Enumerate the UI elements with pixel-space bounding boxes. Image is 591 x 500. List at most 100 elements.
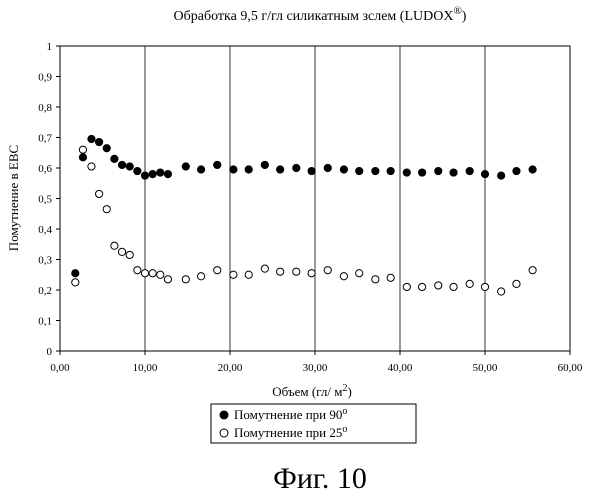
data-point-series-0 bbox=[498, 172, 505, 179]
data-point-series-1 bbox=[340, 273, 347, 280]
data-point-series-0 bbox=[261, 161, 268, 168]
data-point-series-1 bbox=[466, 280, 473, 287]
data-point-series-1 bbox=[403, 283, 410, 290]
y-tick-label: 0,4 bbox=[38, 224, 52, 236]
y-tick-label: 0,8 bbox=[38, 102, 52, 114]
data-point-series-0 bbox=[340, 166, 347, 173]
data-point-series-1 bbox=[277, 268, 284, 275]
data-point-series-0 bbox=[111, 155, 118, 162]
x-tick-labels: 0,00 10,00 20,00 30,00 40,00 50,00 60,00 bbox=[50, 362, 583, 374]
x-tick-label: 10,00 bbox=[133, 362, 158, 374]
data-point-series-0 bbox=[419, 169, 426, 176]
data-point-series-0 bbox=[214, 161, 221, 168]
data-point-series-0 bbox=[293, 164, 300, 171]
data-point-series-0 bbox=[198, 166, 205, 173]
data-point-series-0 bbox=[118, 161, 125, 168]
data-point-series-1 bbox=[88, 163, 95, 170]
data-point-series-0 bbox=[308, 167, 315, 174]
y-tick-label: 0,9 bbox=[38, 72, 52, 84]
y-tick-label: 0 bbox=[47, 346, 53, 358]
data-point-series-1 bbox=[293, 268, 300, 275]
y-tick-label: 0,5 bbox=[38, 194, 52, 206]
data-point-series-1 bbox=[387, 274, 394, 281]
data-point-series-1 bbox=[164, 276, 171, 283]
legend-marker-series-1 bbox=[220, 429, 228, 437]
data-point-series-1 bbox=[245, 271, 252, 278]
data-point-series-0 bbox=[245, 166, 252, 173]
y-tick-label: 0,7 bbox=[38, 133, 52, 145]
data-point-series-0 bbox=[96, 138, 103, 145]
x-tick-label: 30,00 bbox=[303, 362, 328, 374]
data-point-series-0 bbox=[164, 171, 171, 178]
data-point-series-1 bbox=[149, 270, 156, 277]
x-tick-label: 20,00 bbox=[218, 362, 243, 374]
data-point-series-1 bbox=[72, 279, 79, 286]
figure-caption: Фиг. 10 bbox=[273, 462, 367, 495]
data-point-series-1 bbox=[498, 288, 505, 295]
data-point-series-0 bbox=[230, 166, 237, 173]
data-point-series-0 bbox=[134, 167, 141, 174]
x-tick-label: 50,00 bbox=[473, 362, 498, 374]
data-point-series-0 bbox=[481, 171, 488, 178]
data-point-series-1 bbox=[111, 242, 118, 249]
data-point-series-1 bbox=[141, 270, 148, 277]
y-axis-label: Помутнение в ЕВС bbox=[6, 145, 21, 251]
y-tick-label: 1 bbox=[47, 41, 53, 53]
data-point-series-1 bbox=[450, 283, 457, 290]
y-tick-labels: 0 0,1 0,2 0,3 0,4 0,5 0,6 0,7 0,8 0,9 1 bbox=[38, 41, 52, 358]
data-point-series-0 bbox=[88, 135, 95, 142]
x-tick-label: 40,00 bbox=[388, 362, 413, 374]
data-point-series-0 bbox=[513, 167, 520, 174]
data-point-series-1 bbox=[96, 190, 103, 197]
data-point-series-1 bbox=[182, 276, 189, 283]
data-point-series-1 bbox=[372, 276, 379, 283]
y-tick-label: 0,2 bbox=[38, 285, 52, 297]
x-tick-label: 0,00 bbox=[50, 362, 70, 374]
data-point-series-1 bbox=[134, 267, 141, 274]
data-point-series-0 bbox=[387, 167, 394, 174]
legend: Помутнение при 90o Помутнение при 25o bbox=[211, 404, 416, 443]
data-point-series-0 bbox=[141, 172, 148, 179]
x-tick-label: 60,00 bbox=[558, 362, 583, 374]
data-point-series-0 bbox=[529, 166, 536, 173]
data-point-series-0 bbox=[324, 164, 331, 171]
data-point-series-0 bbox=[126, 163, 133, 170]
data-point-series-1 bbox=[529, 267, 536, 274]
data-point-series-0 bbox=[182, 163, 189, 170]
legend-label-series-1: Помутнение при 25o bbox=[234, 424, 347, 440]
y-tick-label: 0,6 bbox=[38, 163, 52, 175]
data-point-series-1 bbox=[435, 282, 442, 289]
data-point-series-1 bbox=[79, 146, 86, 153]
legend-marker-series-0 bbox=[220, 411, 228, 419]
data-point-series-0 bbox=[277, 166, 284, 173]
data-point-series-1 bbox=[118, 248, 125, 255]
data-point-series-1 bbox=[324, 267, 331, 274]
data-point-series-0 bbox=[403, 169, 410, 176]
data-point-series-1 bbox=[513, 280, 520, 287]
x-axis-label: Объем (гл/ м2) bbox=[272, 383, 352, 399]
data-point-series-0 bbox=[466, 167, 473, 174]
y-tick-label: 0,1 bbox=[38, 316, 52, 328]
data-point-series-0 bbox=[72, 270, 79, 277]
data-point-series-1 bbox=[198, 273, 205, 280]
data-point-series-0 bbox=[157, 169, 164, 176]
data-point-series-1 bbox=[103, 206, 110, 213]
chart-title: Обработка 9,5 г/гл силикатным зслем (LUD… bbox=[174, 5, 467, 24]
data-point-series-1 bbox=[419, 283, 426, 290]
data-point-series-1 bbox=[308, 270, 315, 277]
data-point-series-1 bbox=[261, 265, 268, 272]
data-point-series-1 bbox=[126, 251, 133, 258]
legend-label-series-0: Помутнение при 90o bbox=[234, 406, 347, 422]
data-point-series-0 bbox=[435, 167, 442, 174]
data-point-series-1 bbox=[214, 267, 221, 274]
data-point-series-1 bbox=[157, 271, 164, 278]
data-point-series-1 bbox=[481, 283, 488, 290]
y-tick-label: 0,3 bbox=[38, 255, 52, 267]
data-point-series-0 bbox=[372, 167, 379, 174]
data-point-series-1 bbox=[230, 271, 237, 278]
data-point-series-0 bbox=[356, 167, 363, 174]
title-superscript: ® bbox=[453, 5, 461, 17]
data-point-series-0 bbox=[79, 154, 86, 161]
data-point-series-1 bbox=[356, 270, 363, 277]
